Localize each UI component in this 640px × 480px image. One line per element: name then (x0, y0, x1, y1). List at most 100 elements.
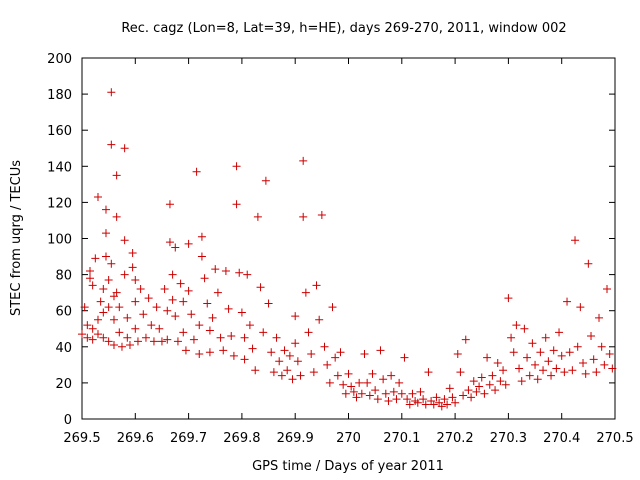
data-point (269, 368, 278, 377)
data-point (136, 285, 145, 294)
data-point (533, 375, 542, 384)
data-point (120, 144, 129, 153)
y-tick-label: 60 (55, 305, 72, 320)
data-point (141, 333, 150, 342)
data-point (213, 288, 222, 297)
data-point (504, 294, 513, 303)
data-point (179, 328, 188, 337)
data-point (109, 340, 118, 349)
x-tick-label: 269.9 (277, 431, 314, 446)
data-point (363, 378, 372, 387)
data-point (112, 171, 121, 180)
data-point (203, 299, 212, 308)
data-point (459, 391, 468, 400)
y-tick-label: 160 (47, 124, 72, 139)
data-point (384, 396, 393, 405)
data-point (85, 274, 94, 283)
data-point (205, 348, 214, 357)
data-point (387, 371, 396, 380)
x-tick-label: 270 (336, 431, 361, 446)
data-point (240, 333, 249, 342)
data-point (376, 346, 385, 355)
data-point (88, 281, 97, 290)
data-point (264, 299, 273, 308)
data-point (232, 200, 241, 209)
y-tick-label: 180 (47, 88, 72, 103)
data-point (581, 369, 590, 378)
data-point (261, 176, 270, 185)
x-axis-label: GPS time / Days of year 2011 (252, 459, 444, 474)
data-point (451, 398, 460, 407)
axis-ticks (81, 57, 616, 420)
y-tick-label: 40 (55, 341, 72, 356)
data-point (85, 266, 94, 275)
data-point (336, 348, 345, 357)
data-point (405, 400, 414, 409)
data-point (272, 333, 281, 342)
data-point (168, 295, 177, 304)
data-point (491, 386, 500, 395)
data-point (323, 360, 332, 369)
data-point (195, 321, 204, 330)
y-tick-label: 100 (47, 233, 72, 248)
data-point (275, 357, 284, 366)
data-point (483, 353, 492, 362)
data-point (371, 386, 380, 395)
data-point (515, 364, 524, 373)
x-tick-label: 270.4 (543, 431, 580, 446)
data-point (117, 342, 126, 351)
data-point (400, 353, 409, 362)
data-point (512, 321, 521, 330)
data-point (565, 348, 574, 357)
y-axis-label: STEC from uqrg / TECUs (9, 160, 24, 316)
data-point (419, 395, 428, 404)
data-point (443, 400, 452, 409)
data-point (360, 350, 369, 359)
data-point (445, 384, 454, 393)
y-tick-label: 80 (55, 269, 72, 284)
data-point (243, 270, 252, 279)
data-point (579, 359, 588, 368)
data-point (493, 359, 502, 368)
data-point (539, 366, 548, 375)
data-point (120, 270, 129, 279)
data-point (107, 88, 116, 97)
data-point (189, 335, 198, 344)
data-point (128, 263, 137, 272)
data-point (312, 281, 321, 290)
data-point (176, 279, 185, 288)
data-points (78, 88, 617, 411)
data-point (133, 337, 142, 346)
data-point (456, 368, 465, 377)
data-point (107, 140, 116, 149)
data-point (408, 389, 417, 398)
data-point (227, 331, 236, 340)
data-point (587, 331, 596, 340)
data-point (99, 308, 108, 317)
data-point (296, 371, 305, 380)
data-point (187, 310, 196, 319)
data-point (235, 268, 244, 277)
data-point (536, 348, 545, 357)
data-point (496, 377, 505, 386)
data-point (589, 355, 598, 364)
data-point (520, 324, 529, 333)
data-point (232, 162, 241, 171)
data-point (429, 400, 438, 409)
data-point (307, 350, 316, 359)
data-point (485, 380, 494, 389)
data-point (507, 333, 516, 342)
chart-title: Rec. cagz (Lon=8, Lat=39, h=HE), days 26… (121, 21, 566, 36)
data-point (595, 313, 604, 322)
data-point (349, 387, 358, 396)
y-tick-label: 0 (64, 413, 72, 428)
data-point (78, 330, 86, 339)
data-point (99, 333, 108, 342)
y-tick-labels: 0 20 40 60 80 100 120 140 160 180 200 (47, 52, 72, 428)
x-tick-label: 270.5 (596, 431, 633, 446)
x-tick-label: 270.1 (383, 431, 420, 446)
data-point (568, 366, 577, 375)
data-point (315, 315, 324, 324)
data-point (299, 156, 308, 165)
